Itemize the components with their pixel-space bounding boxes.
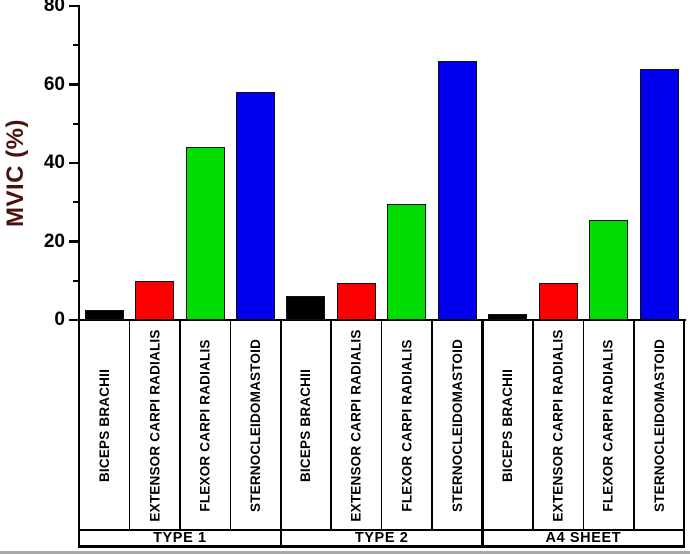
category-label-cell: EXTENSOR CARPI RADIALIS <box>533 321 583 530</box>
table-vertical-line <box>582 320 585 530</box>
y-major-tick <box>68 83 80 86</box>
category-label-cell: FLEXOR CARPI RADIALIS <box>382 321 432 530</box>
category-label: STERNOCLEIDOMASTOID <box>449 338 465 513</box>
category-label: FLEXOR CARPI RADIALIS <box>399 339 415 512</box>
category-label: EXTENSOR CARPI RADIALIS <box>348 329 364 522</box>
category-label: BICEPS BRACHII <box>96 368 112 483</box>
bar-type-1-extensor-carpi-radialis <box>135 280 175 320</box>
table-horizontal-line <box>78 545 686 548</box>
bar-type-1-flexor-carpi-radialis <box>185 147 225 320</box>
bar-type-2-biceps-brachii <box>286 296 326 320</box>
table-horizontal-line <box>78 529 686 531</box>
x-axis-line <box>76 318 686 322</box>
category-label-cell: EXTENSOR CARPI RADIALIS <box>129 321 179 530</box>
table-vertical-line <box>330 320 332 530</box>
category-label-cell: FLEXOR CARPI RADIALIS <box>180 321 230 530</box>
y-major-tick <box>68 161 80 165</box>
group-label-type-2: TYPE 2 <box>354 529 409 546</box>
category-label-cell: BICEPS BRACHII <box>483 321 533 530</box>
table-vertical-line <box>380 320 383 530</box>
category-label-cell: BICEPS BRACHII <box>281 321 331 530</box>
category-label: FLEXOR CARPI RADIALIS <box>197 339 213 512</box>
group-label-a4-sheet: A4 SHEET <box>545 529 622 546</box>
category-label: STERNOCLEIDOMASTOID <box>651 338 667 513</box>
figure-bottom-edge <box>0 551 690 554</box>
category-label-cell: FLEXOR CARPI RADIALIS <box>583 321 633 530</box>
category-label-cell: STERNOCLEIDOMASTOID <box>634 321 684 530</box>
y-minor-tick <box>73 279 80 282</box>
y-minor-tick <box>73 122 80 125</box>
y-minor-tick <box>73 201 80 204</box>
table-vertical-line <box>683 320 686 548</box>
table-vertical-line <box>633 320 635 530</box>
category-label: EXTENSOR CARPI RADIALIS <box>147 329 163 522</box>
bar-a4-sheet-sternocleidomastoid <box>639 68 679 320</box>
category-label-cell: STERNOCLEIDOMASTOID <box>432 321 482 530</box>
category-label-cell: EXTENSOR CARPI RADIALIS <box>331 321 381 530</box>
group-label-type-1: TYPE 1 <box>153 529 207 546</box>
bar-a4-sheet-biceps-brachii <box>488 313 528 320</box>
y-tick-label: 60 <box>43 73 65 95</box>
y-tick-label: 40 <box>43 152 65 173</box>
bar-type-2-flexor-carpi-radialis <box>387 204 427 320</box>
y-major-tick <box>68 4 80 8</box>
table-vertical-line <box>481 320 484 548</box>
category-label: BICEPS BRACHII <box>500 368 516 483</box>
category-label: FLEXOR CARPI RADIALIS <box>601 339 617 512</box>
y-major-tick <box>68 318 80 322</box>
table-vertical-line <box>77 320 81 548</box>
table-vertical-line <box>179 320 181 530</box>
y-major-tick <box>68 240 80 243</box>
table-vertical-line <box>128 320 131 530</box>
bar-a4-sheet-flexor-carpi-radialis <box>589 219 629 320</box>
y-minor-tick <box>73 44 80 47</box>
bar-type-2-sternocleidomastoid <box>437 60 477 320</box>
bar-type-1-biceps-brachii <box>84 309 124 320</box>
table-vertical-line <box>279 320 282 548</box>
y-tick-label: 20 <box>43 230 65 252</box>
category-label: STERNOCLEIDOMASTOID <box>248 338 264 513</box>
category-label: EXTENSOR CARPI RADIALIS <box>550 329 566 522</box>
y-tick-label: 80 <box>43 0 65 16</box>
table-vertical-line <box>229 320 232 530</box>
category-label: BICEPS BRACHII <box>298 368 314 483</box>
table-vertical-line <box>532 320 534 530</box>
category-label-cell: STERNOCLEIDOMASTOID <box>230 321 280 530</box>
y-tick-label: 0 <box>54 309 65 330</box>
category-label-cell: BICEPS BRACHII <box>79 321 129 530</box>
table-vertical-line <box>431 320 433 530</box>
bar-type-2-extensor-carpi-radialis <box>336 282 376 320</box>
bar-type-1-sternocleidomastoid <box>236 92 276 320</box>
bar-a4-sheet-extensor-carpi-radialis <box>538 282 578 320</box>
